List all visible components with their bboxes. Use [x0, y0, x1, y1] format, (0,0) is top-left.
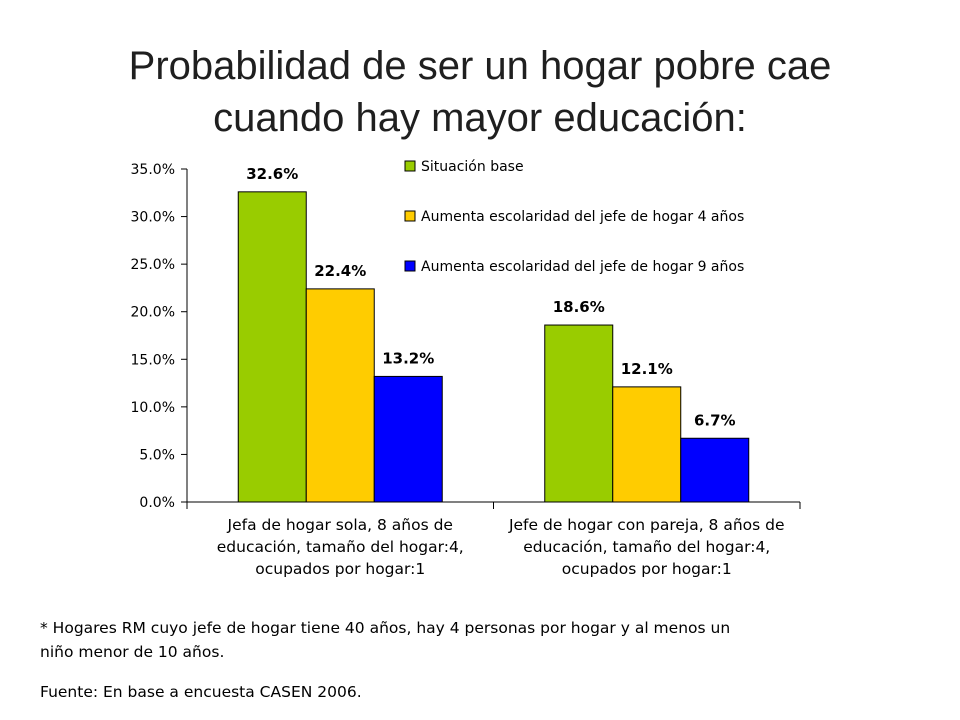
category-label-1-line-1: Jefa de hogar sola, 8 años de: [227, 516, 453, 534]
footnote-line-2: niño menor de 10 años.: [40, 643, 225, 661]
data-label: 13.2%: [382, 349, 434, 367]
category-label-1: Jefa de hogar sola, 8 años de educación,…: [177, 514, 504, 580]
title-line-1: Probabilidad de ser un hogar pobre cae: [128, 44, 832, 88]
y-tick-label: 20.0%: [131, 305, 175, 321]
category-label-2-line-3: ocupados por hogar:1: [561, 560, 732, 578]
title-line-2: cuando hay mayor educación:: [213, 96, 747, 140]
legend-label: Aumenta escolaridad del jefe de hogar 9 …: [421, 259, 744, 275]
y-tick-label: 35.0%: [131, 162, 175, 178]
category-label-1-line-2: educación, tamaño del hogar:4,: [216, 538, 464, 556]
chart-axes: 0.0% 5.0% 10.0% 15.0% 20.0% 25.0% 30.0% 35.0%: [131, 162, 801, 511]
category-label-1-line-3: ocupados por hogar:1: [255, 560, 426, 578]
data-label: 6.7%: [694, 411, 736, 429]
legend-swatch: [404, 210, 416, 222]
chart-bars: 32.6% 22.4% 13.2% 18.6% 12.1% 6.7%: [237, 165, 750, 503]
category-label-2-line-1: Jefe de hogar con pareja, 8 años de: [508, 516, 785, 534]
source-note: Fuente: En base a encuesta CASEN 2006.: [40, 683, 362, 701]
y-tick-label: 30.0%: [131, 210, 175, 226]
page-title: Probabilidad de ser un hogar pobre cae c…: [40, 40, 920, 144]
y-tick-label: 5.0%: [139, 447, 175, 463]
footnote-line-1: * Hogares RM cuyo jefe de hogar tiene 40…: [40, 619, 731, 637]
bar: [305, 288, 375, 503]
footnote: * Hogares RM cuyo jefe de hogar tiene 40…: [40, 616, 900, 664]
y-tick-label: 15.0%: [131, 352, 175, 368]
legend-swatch: [404, 260, 416, 272]
bar: [544, 324, 614, 503]
chart-legend: Situación base Aumenta escolaridad del je…: [404, 159, 744, 275]
y-tick-label: 25.0%: [131, 257, 175, 273]
bar: [373, 375, 443, 503]
data-label: 32.6%: [246, 165, 298, 183]
bar: [680, 437, 750, 503]
bar: [612, 386, 682, 503]
bar: [237, 191, 307, 503]
bar-chart: 0.0% 5.0% 10.0% 15.0% 20.0% 25.0% 30.0% 35.0% 3…: [131, 159, 801, 511]
legend-swatch: [404, 160, 416, 172]
category-label-2-line-2: educación, tamaño del hogar:4,: [523, 538, 771, 556]
data-label: 18.6%: [553, 298, 605, 316]
data-label: 12.1%: [621, 360, 673, 378]
category-label-2: Jefe de hogar con pareja, 8 años de educ…: [484, 514, 811, 580]
y-tick-label: 0.0%: [139, 495, 175, 511]
data-label: 22.4%: [314, 262, 366, 280]
legend-label: Aumenta escolaridad del jefe de hogar 4 …: [421, 209, 744, 225]
legend-label: Situación base: [421, 159, 524, 175]
y-tick-label: 10.0%: [131, 400, 175, 416]
